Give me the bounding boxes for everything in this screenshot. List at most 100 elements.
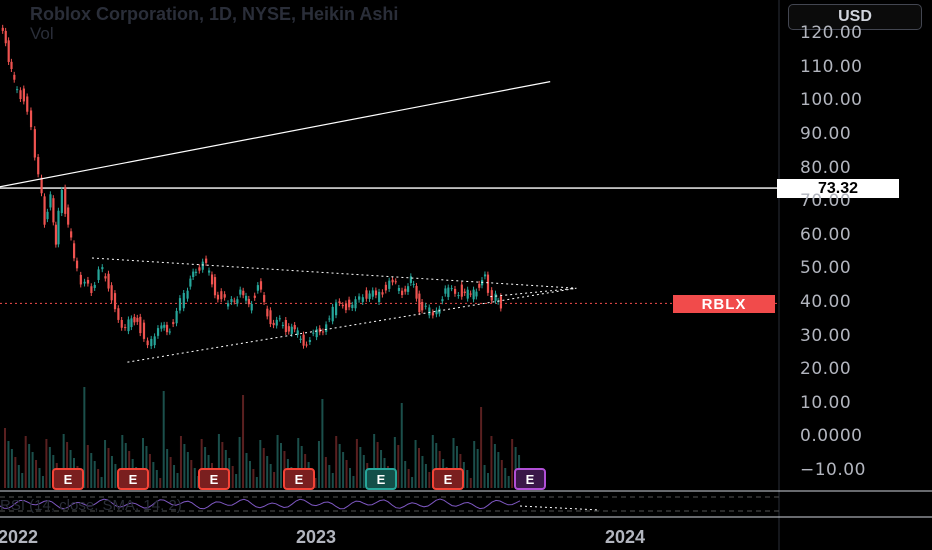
candle-body	[226, 303, 230, 307]
earnings-marker-next[interactable]: E	[514, 468, 546, 490]
volume-bar	[204, 447, 207, 488]
candle-body	[117, 308, 120, 320]
candle-body	[394, 281, 397, 283]
volume-bar	[480, 407, 483, 488]
candle-body	[344, 303, 348, 311]
volume-bar	[62, 434, 65, 488]
volume-bar	[276, 435, 279, 488]
candle-body	[256, 285, 260, 291]
chart-title: Roblox Corporation, 1D, NYSE, Heikin Ash…	[30, 4, 399, 24]
volume-bar	[217, 434, 220, 488]
volume-bar	[86, 445, 89, 488]
candle-body	[49, 194, 52, 208]
volume-bar	[511, 439, 514, 488]
candle-body	[415, 285, 418, 299]
volume-bar	[21, 473, 24, 488]
candle-body	[272, 322, 275, 326]
volume-bar	[193, 468, 196, 488]
candle-body	[351, 304, 354, 309]
currency-button[interactable]: USD	[788, 4, 922, 30]
candle-body	[156, 328, 160, 336]
candle-body	[37, 157, 40, 175]
candle-body	[29, 110, 33, 128]
candle-body	[368, 293, 371, 299]
y-tick-label: 0.0000	[800, 426, 863, 446]
candle-body	[22, 88, 25, 102]
candle-body	[269, 310, 272, 325]
candle-body	[378, 291, 381, 303]
candle-body	[208, 270, 211, 273]
earnings-marker[interactable]: E	[432, 468, 464, 490]
candle-body	[120, 319, 123, 328]
volume-bar	[221, 442, 224, 488]
candle-body	[384, 284, 387, 291]
earnings-marker[interactable]: E	[283, 468, 315, 490]
volume-bar	[355, 439, 358, 488]
volume-bar	[248, 461, 251, 488]
candle-body	[244, 295, 248, 301]
candle-body	[305, 344, 308, 346]
volume-bar	[500, 460, 503, 488]
volume-bar	[41, 476, 44, 488]
volume-bar	[148, 454, 151, 488]
volume-bar	[504, 468, 507, 488]
candle-body	[160, 325, 163, 329]
rsi-indicator-label: RSI (14, close, SMA, 14, 2)	[0, 497, 182, 514]
volume-bar	[124, 443, 127, 488]
volume-bar	[7, 441, 10, 488]
volume-bar	[183, 444, 186, 488]
trendline	[0, 81, 551, 188]
candle-body	[205, 258, 208, 263]
earnings-marker[interactable]: E	[365, 468, 397, 490]
candle-body	[308, 340, 312, 342]
volume-bar	[104, 440, 107, 488]
volume-bar	[407, 469, 410, 488]
earnings-marker[interactable]: E	[198, 468, 230, 490]
candle-body	[216, 294, 220, 300]
volume-bar	[231, 466, 234, 488]
candle-body	[178, 298, 182, 311]
volume-bar	[359, 447, 362, 488]
earnings-marker[interactable]: E	[52, 468, 84, 490]
volume-bar	[455, 446, 458, 488]
volume-bar	[166, 449, 169, 488]
volume-bar	[45, 439, 48, 488]
volume-bar	[262, 448, 265, 488]
volume-bar	[48, 447, 51, 488]
candle-body	[223, 294, 226, 298]
volume-bar	[155, 470, 158, 488]
candle-body	[407, 286, 410, 292]
candle-body	[201, 261, 204, 270]
volume-bar	[349, 468, 351, 488]
volume-bar	[252, 469, 255, 488]
volume-bar	[38, 468, 41, 488]
volume-bar	[297, 438, 300, 488]
candle-body	[4, 30, 7, 44]
volume-bar	[421, 456, 424, 488]
volume-bar	[110, 456, 113, 488]
candle-body	[457, 295, 460, 297]
candle-body	[494, 293, 497, 301]
candle-body	[43, 196, 46, 225]
candle-body	[374, 290, 378, 296]
candle-body	[163, 324, 166, 328]
volume-bar	[255, 477, 258, 488]
candle-body	[418, 293, 421, 313]
volume-bar	[397, 445, 400, 488]
candle-body	[428, 307, 431, 316]
candle-body	[142, 322, 146, 339]
candle-body	[404, 288, 407, 292]
y-tick-label: 120.00	[800, 23, 863, 43]
candle-body	[263, 295, 266, 302]
x-tick-label: 2023	[296, 527, 337, 547]
candle-body	[338, 301, 341, 304]
candle-body	[250, 303, 253, 311]
volume-bar	[173, 465, 176, 488]
volume-bar	[335, 436, 338, 488]
earnings-marker[interactable]: E	[117, 468, 149, 490]
volume-bar	[162, 391, 165, 488]
candle-body	[371, 290, 374, 297]
y-tick-label: 60.00	[800, 225, 852, 245]
volume-bar	[373, 434, 376, 488]
candle-body	[266, 308, 269, 317]
